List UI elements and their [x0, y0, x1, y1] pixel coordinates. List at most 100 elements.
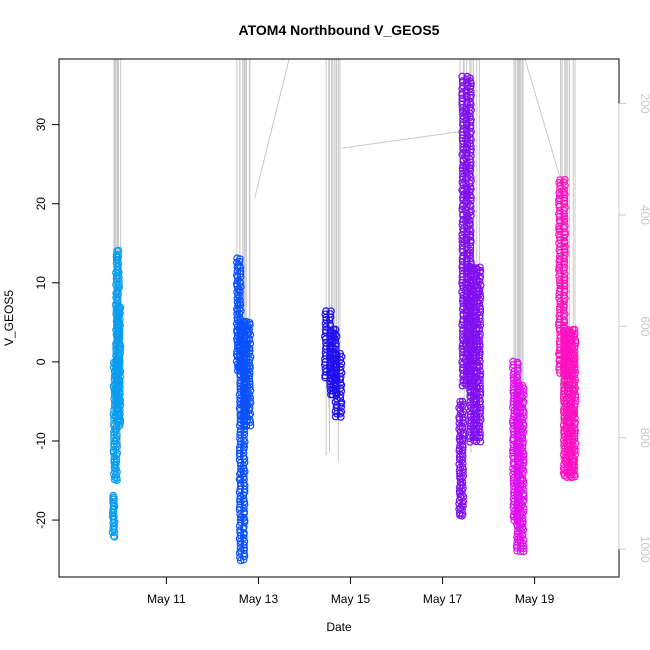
data-point [476, 308, 485, 316]
data-point [239, 495, 248, 503]
x-tick-label: May 17 [423, 592, 463, 606]
data-point [110, 512, 118, 521]
data-point [560, 273, 569, 282]
data-point [112, 460, 120, 469]
data-points [108, 72, 580, 565]
data-point [337, 407, 346, 416]
data-point [466, 155, 474, 164]
data-point [513, 364, 522, 373]
data-point [475, 337, 484, 345]
transit-line [254, 58, 290, 199]
data-point [571, 376, 579, 384]
x-tick-label: May 19 [515, 592, 555, 606]
data-point [114, 246, 123, 255]
data-point [571, 451, 579, 459]
data-point [240, 507, 248, 516]
data-point [467, 236, 475, 245]
data-point [245, 318, 254, 327]
data-point [116, 367, 125, 376]
data-point [112, 434, 121, 443]
data-point [476, 321, 485, 330]
data-point [466, 139, 474, 148]
data-point [561, 181, 569, 190]
data-point [556, 176, 564, 184]
data-point [467, 82, 475, 91]
data-point [462, 92, 471, 100]
data-point [245, 344, 254, 353]
data-point [458, 436, 467, 445]
data-point [337, 413, 345, 421]
data-point [570, 325, 579, 334]
data-point [337, 403, 346, 411]
data-point [570, 466, 579, 474]
data-point [519, 452, 528, 461]
data-point [336, 384, 345, 392]
data-point [245, 328, 253, 336]
data-point [476, 342, 484, 351]
data-point [236, 556, 245, 565]
data-point [472, 316, 481, 324]
data-point [458, 434, 467, 443]
data-point [232, 271, 241, 280]
data-point [476, 370, 485, 379]
data-point [561, 222, 569, 231]
data-point [245, 371, 254, 380]
data-point [246, 339, 255, 348]
data-point [560, 279, 569, 288]
data-point [458, 77, 467, 85]
data-point [246, 394, 254, 402]
data-point [469, 263, 477, 272]
data-point [570, 470, 579, 478]
data-point [475, 285, 484, 294]
data-point [476, 350, 484, 359]
data-point [110, 526, 118, 534]
data-point [560, 217, 569, 226]
transit-line [341, 130, 462, 149]
y-tick-label: 20 [34, 197, 48, 211]
data-point [459, 419, 468, 427]
x-tick-label: May 15 [331, 592, 371, 606]
data-point [560, 175, 569, 184]
data-point [237, 283, 245, 291]
data-point [466, 74, 474, 82]
data-point [519, 480, 528, 488]
data-point [109, 515, 118, 523]
data-point [476, 367, 484, 375]
data-point [518, 403, 527, 412]
data-point [569, 356, 577, 364]
data-point [519, 489, 528, 498]
data-point [462, 86, 471, 94]
data-point [475, 361, 484, 370]
data-point [570, 351, 579, 359]
x-tick-label: May 11 [147, 592, 186, 606]
data-point [240, 549, 248, 558]
data-point [476, 330, 484, 338]
data-point [115, 318, 124, 327]
data-point [459, 468, 467, 476]
data-point [240, 472, 248, 481]
data-point [560, 188, 568, 197]
data-point [240, 541, 248, 549]
data-point [458, 234, 467, 243]
data-point [518, 381, 527, 390]
data-point [115, 376, 124, 385]
y-axis-label: V_GEOS5 [2, 290, 16, 346]
data-point [560, 291, 568, 300]
data-point [518, 447, 527, 455]
data-point [110, 493, 118, 501]
data-point [519, 485, 527, 494]
plot-frame [58, 58, 620, 578]
data-point [331, 336, 340, 344]
data-point [519, 547, 528, 556]
data-point [467, 196, 475, 205]
data-point [336, 394, 345, 403]
data-point [570, 347, 579, 356]
data-point [331, 345, 340, 354]
data-point [560, 194, 569, 202]
data-point [115, 311, 123, 319]
data-point [570, 443, 579, 451]
data-point [116, 410, 124, 418]
data-point [336, 375, 345, 384]
data-point [570, 424, 579, 432]
